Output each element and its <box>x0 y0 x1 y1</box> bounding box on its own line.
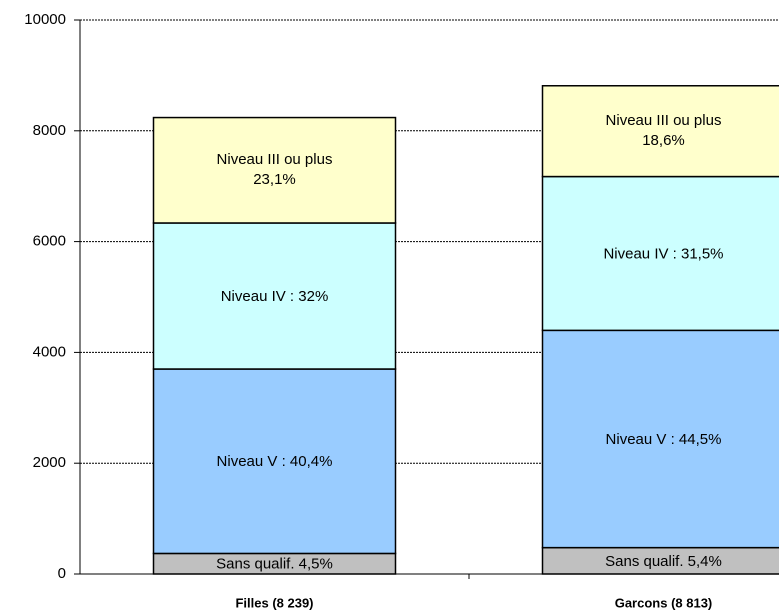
data-label: Sans qualif. 4,5% <box>216 556 333 573</box>
y-tick-label: 2000 <box>33 454 66 471</box>
x-tick-label: Garcons (8 813) <box>615 595 713 610</box>
y-tick-label: 8000 <box>33 122 66 139</box>
data-label: Niveau III ou plus <box>606 112 722 129</box>
data-label: Niveau IV : 32% <box>221 288 329 305</box>
data-label: Niveau III ou plus <box>217 151 333 168</box>
bar-segment <box>152 222 397 370</box>
data-label: Sans qualif. 5,4% <box>605 553 722 570</box>
y-tick-label: 4000 <box>33 343 66 360</box>
data-label: 23,1% <box>253 171 296 188</box>
y-tick-label: 6000 <box>33 233 66 250</box>
bar-segment <box>541 546 779 575</box>
data-label: Niveau V : 40,4% <box>217 453 333 470</box>
bar-segment <box>541 175 779 332</box>
bar-segment <box>541 329 779 549</box>
bar-segment <box>152 116 397 224</box>
y-tick-label: 0 <box>58 565 66 582</box>
y-tick-label: 10000 <box>24 11 66 28</box>
bar-segment <box>541 85 779 178</box>
data-label: Niveau IV : 31,5% <box>603 245 723 262</box>
bar-segment <box>152 368 397 555</box>
x-tick-label: Filles (8 239) <box>235 595 313 610</box>
data-label: 18,6% <box>642 132 685 149</box>
data-label: Niveau V : 44,5% <box>606 431 722 448</box>
